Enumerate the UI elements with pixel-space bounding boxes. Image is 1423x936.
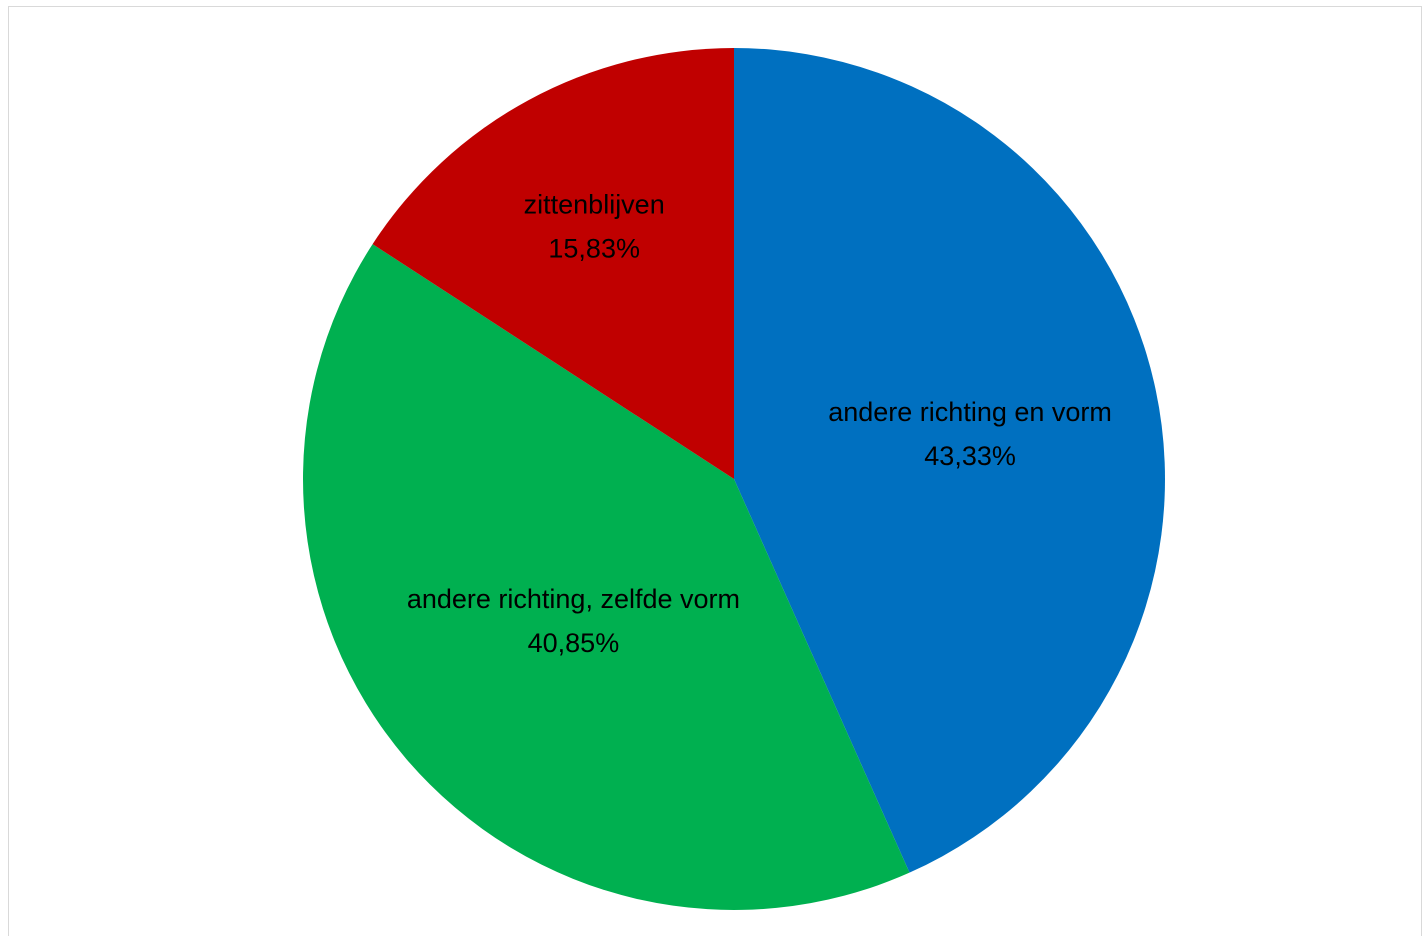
pie-labels: andere richting en vorm 43,33% andere rich… [407,189,1112,658]
slice-category-label: zittenblijven [524,189,665,219]
pie-slice-2 [302,244,910,911]
slice-category-label: andere richting en vorm [828,397,1112,427]
slice-value-label: 40,85% [528,628,620,658]
pie-slices [302,48,1165,911]
slice-value-label: 15,83% [548,233,640,263]
pie-slice-1 [734,48,1165,873]
slice-category-label: andere richting, zelfde vorm [407,584,740,614]
slice-value-label: 43,33% [924,441,1016,471]
pie-slice-3 [372,48,734,479]
